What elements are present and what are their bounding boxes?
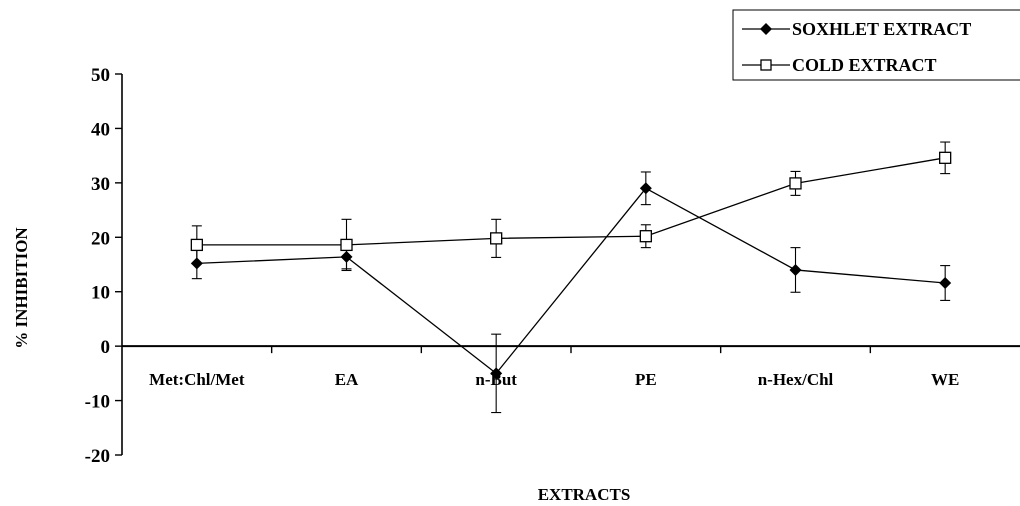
legend-marker-soxhlet [760, 23, 772, 35]
series-layer [190, 141, 952, 414]
legend-item-soxhlet: SOXHLET EXTRACT [742, 19, 971, 39]
data-point [490, 367, 503, 380]
y-ticks: -20 -10 0 10 20 30 40 50 [85, 65, 122, 467]
x-category-label: PE [635, 370, 657, 389]
legend-label-soxhlet: SOXHLET EXTRACT [792, 19, 971, 39]
y-axis-title: % INHIBITION [12, 227, 31, 349]
y-tick-label: 20 [91, 228, 110, 249]
y-tick-label: 50 [91, 65, 110, 86]
x-category-label: Met:Chl/Met [149, 370, 245, 389]
axes [121, 74, 1020, 455]
data-point [939, 151, 952, 164]
series-line [196, 157, 946, 246]
x-category-label: EA [335, 370, 359, 389]
legend-marker-cold [760, 59, 772, 71]
data-point [789, 177, 802, 190]
x-axis-title: EXTRACTS [538, 485, 631, 504]
data-point [639, 182, 652, 195]
legend-item-cold: COLD EXTRACT [742, 55, 937, 75]
legend: SOXHLET EXTRACT COLD EXTRACT [732, 9, 1020, 81]
data-point [789, 263, 802, 276]
x-ticks: Met:Chl/Met EA n-But PE n-Hex/Chl WE [149, 346, 959, 389]
data-point [639, 230, 652, 243]
y-tick-label: 30 [91, 174, 110, 195]
x-category-label: WE [931, 370, 959, 389]
y-tick-label: -20 [85, 446, 110, 467]
data-point [939, 277, 952, 290]
x-category-label: n-Hex/Chl [758, 370, 834, 389]
y-tick-label: 40 [91, 119, 110, 140]
data-point [340, 238, 353, 252]
series-line [196, 187, 946, 375]
data-point [190, 238, 203, 252]
series-soxhlet [190, 171, 952, 414]
series-cold [190, 141, 952, 272]
y-tick-label: 10 [91, 283, 110, 304]
data-point [490, 232, 503, 245]
y-tick-label: 0 [101, 337, 111, 358]
legend-label-cold: COLD EXTRACT [792, 55, 937, 75]
y-tick-label: -10 [85, 392, 110, 413]
legend-box [732, 9, 1020, 81]
